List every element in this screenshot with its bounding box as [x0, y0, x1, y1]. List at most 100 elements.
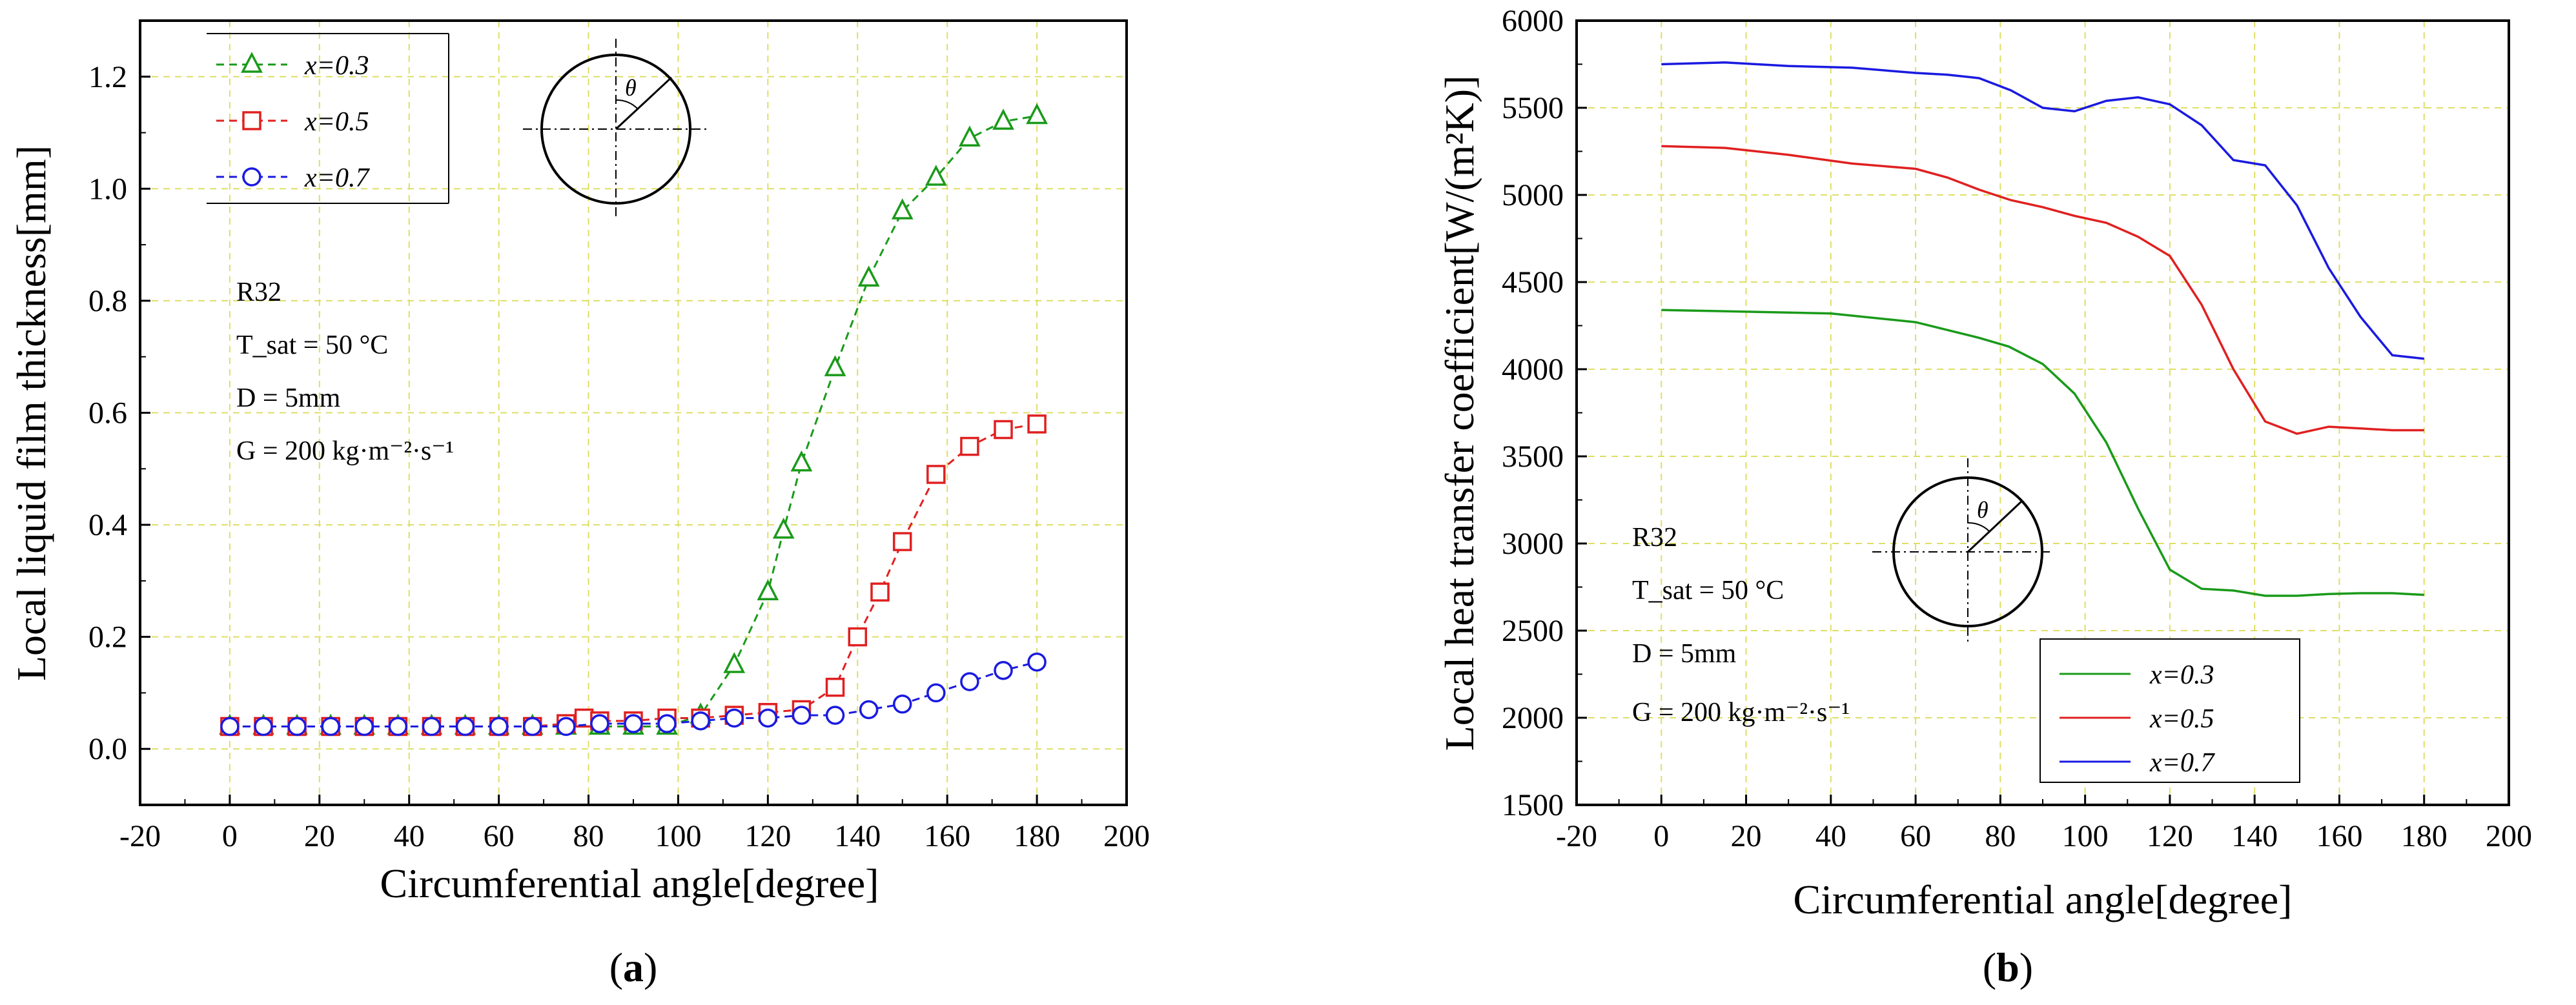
panel-a-chart: -20 0 20 40 60 80 100 120 140 160 180 200 0.0 0.2 0.4 0… — [8, 19, 1150, 990]
data-point-x-0-5 — [870, 582, 890, 602]
x-axis-title: Circumferential angle[degree] — [380, 860, 879, 906]
y-axis-title: Local liquid film thickness[mm] — [8, 145, 54, 681]
data-point-x-0-3 — [925, 165, 947, 186]
saturation-temperature-label: T_sat = 50 °C — [236, 330, 388, 360]
data-point-x-0-7 — [657, 714, 677, 733]
series-line-x-0-5 — [1661, 145, 2424, 435]
y-tick-label: 2000 — [1502, 701, 1564, 735]
data-point-x-0-7 — [1027, 652, 1047, 672]
legend-border — [2039, 638, 2300, 783]
legend-items: x=0.3 x=0.5 x=0.7 — [216, 51, 370, 193]
data-point-x-0-7 — [590, 714, 609, 733]
y-tick-label: 2500 — [1502, 614, 1564, 648]
data-point-x-0-3 — [790, 450, 813, 472]
legend-label-x-0-5: x=0.5 — [2149, 704, 2214, 734]
data-point-x-0-3 — [824, 355, 846, 376]
legend-label-x-0-3: x=0.3 — [304, 51, 369, 81]
series-line-x-0-3 — [229, 115, 1038, 727]
x-tick-label: 40 — [394, 819, 425, 853]
legend-label-x-0-5: x=0.5 — [304, 107, 369, 137]
data-point-x-0-7 — [321, 716, 340, 736]
y-tick-label: 5500 — [1502, 91, 1564, 125]
x-tick-label: -20 — [119, 819, 161, 853]
data-point-x-0-7 — [825, 706, 845, 725]
data-point-x-0-7 — [354, 716, 374, 736]
data-point-x-0-3 — [959, 125, 981, 147]
angle-arc — [615, 99, 638, 109]
y-tick-label: 0.4 — [88, 508, 127, 542]
theta-label: θ — [1977, 497, 1988, 523]
panel-b-chart: -20 0 20 40 60 80 100 120 140 160 180 200 1500 2000 25… — [1436, 4, 2532, 990]
y-tick-label: 3000 — [1502, 527, 1564, 561]
data-point-x-0-3 — [772, 517, 795, 539]
x-tick-label: 200 — [2486, 819, 2532, 853]
conditions-block: R32 T_sat = 50 °C D = 5mm G = 200 kg·m⁻²… — [1632, 523, 1850, 727]
data-point-x-0-7 — [859, 700, 879, 720]
data-point-x-0-5 — [926, 465, 946, 484]
data-point-x-0-7 — [624, 714, 643, 733]
axis-ticks: -20 0 20 40 60 80 100 120 140 160 180 200 0.0 0.2 0.4 0… — [88, 60, 1150, 853]
y-tick-label: 4000 — [1502, 352, 1564, 387]
data-point-x-0-7 — [758, 708, 778, 728]
x-tick-label: 140 — [834, 819, 881, 853]
y-tick-label: 3500 — [1502, 440, 1564, 474]
legend-marker-x-0-7 — [242, 167, 261, 187]
x-tick-label: 80 — [1985, 819, 2016, 853]
data-point-x-0-7 — [220, 716, 240, 736]
data-point-x-0-3 — [1026, 103, 1048, 125]
y-axis-title-text: Local heat transfer coefficient[W/(m²K)] — [1436, 76, 1482, 751]
series-layer — [1661, 61, 2424, 597]
data-point-x-0-7 — [557, 716, 576, 736]
y-tick-label: 0.8 — [88, 284, 127, 318]
data-point-x-0-7 — [455, 716, 475, 736]
x-tick-label: 60 — [484, 819, 515, 853]
data-point-x-0-7 — [287, 716, 307, 736]
y-tick-label: 0.6 — [88, 396, 127, 431]
legend-items: x=0.3 x=0.5 x=0.7 — [2060, 660, 2215, 778]
tube-cross-section-inset: θ — [1872, 458, 2053, 642]
data-point-x-0-3 — [857, 265, 880, 287]
diameter-label: D = 5mm — [236, 383, 341, 413]
tube-cross-section-inset: θ — [523, 39, 709, 216]
data-point-x-0-7 — [792, 706, 812, 725]
diameter-label: D = 5mm — [1632, 639, 1737, 669]
legend: x=0.3 x=0.5 x=0.7 — [2039, 638, 2300, 783]
data-point-x-0-5 — [994, 420, 1013, 440]
data-point-x-0-5 — [892, 532, 912, 551]
x-tick-label: 40 — [1815, 819, 1846, 853]
fluid-label: R32 — [1632, 523, 1677, 553]
data-point-x-0-3 — [757, 579, 779, 600]
y-tick-label: 1.2 — [88, 60, 127, 94]
panel-label-b: (b) — [1983, 944, 2033, 990]
data-point-x-0-7 — [994, 660, 1013, 680]
x-axis-title: Circumferential angle[degree] — [1794, 877, 2293, 922]
grid-lines — [140, 21, 1127, 805]
series-layer — [219, 103, 1048, 736]
data-point-x-0-3 — [992, 108, 1014, 130]
legend-label-x-0-7: x=0.7 — [2149, 748, 2215, 778]
x-tick-label: 20 — [304, 819, 335, 853]
data-point-x-0-5 — [574, 708, 594, 728]
data-point-x-0-5 — [825, 678, 845, 697]
legend: x=0.3 x=0.5 x=0.7 — [207, 33, 449, 204]
x-tick-label: 0 — [222, 819, 238, 853]
x-tick-label: 20 — [1731, 819, 1762, 853]
angle-radius-line — [615, 76, 673, 130]
x-tick-label: 180 — [2401, 819, 2448, 853]
data-point-x-0-7 — [724, 708, 744, 728]
data-point-x-0-3 — [723, 652, 746, 673]
x-tick-label: 180 — [1014, 819, 1060, 853]
x-tick-label: 60 — [1900, 819, 1931, 853]
y-tick-label: 6000 — [1502, 4, 1564, 38]
x-tick-label: -20 — [1556, 819, 1597, 853]
y-tick-label: 1500 — [1502, 788, 1564, 822]
x-tick-label: 120 — [744, 819, 791, 853]
saturation-temperature-label: T_sat = 50 °C — [1632, 576, 1784, 605]
y-tick-label: 4500 — [1502, 265, 1564, 299]
data-point-x-0-7 — [254, 716, 273, 736]
x-tick-label: 100 — [655, 819, 701, 853]
data-point-x-0-7 — [926, 683, 946, 703]
data-point-x-0-3 — [891, 198, 914, 219]
axis-ticks: -20 0 20 40 60 80 100 120 140 160 180 200 1500 2000 25… — [1502, 4, 2532, 853]
